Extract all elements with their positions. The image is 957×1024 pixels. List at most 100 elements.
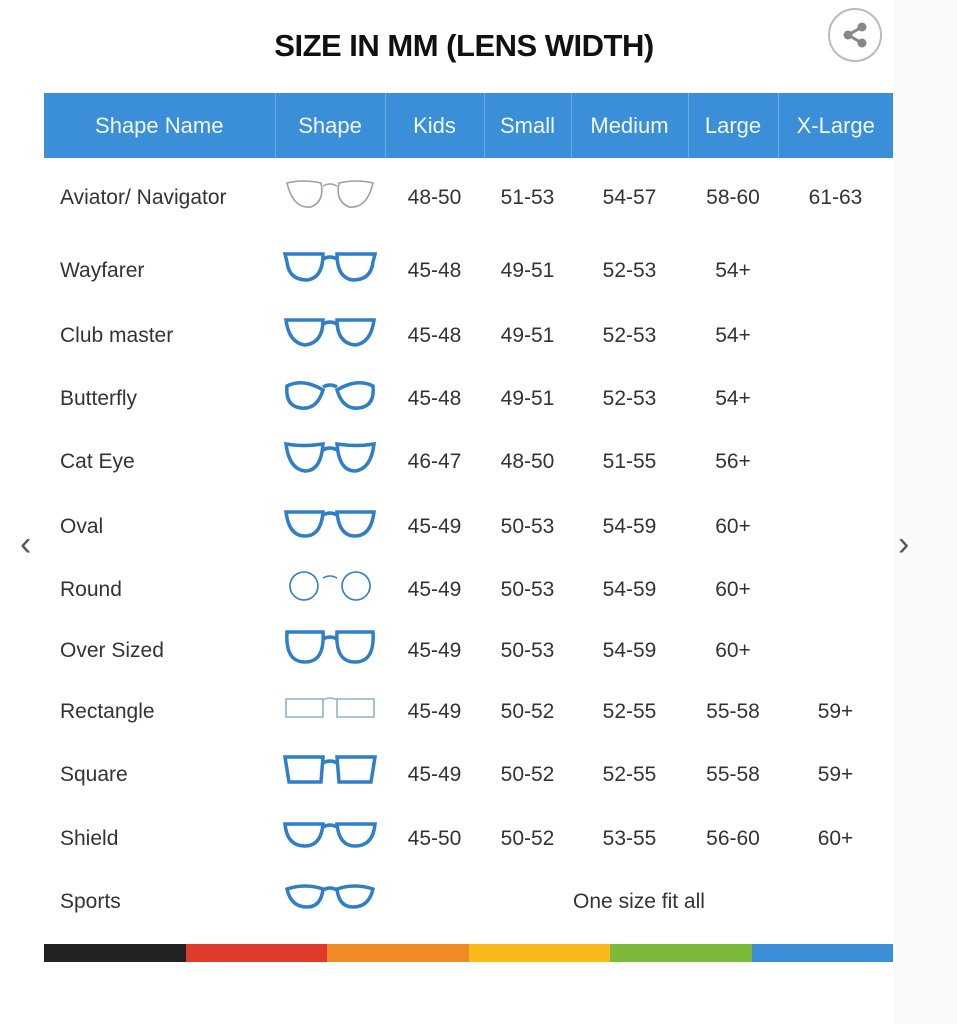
size-cell-large: 56-60 <box>706 827 760 850</box>
size-cell-kids: 45-49 <box>407 638 462 662</box>
color-bar-segment <box>185 944 327 962</box>
size-cell-medium: 53-55 <box>602 827 657 850</box>
table-row: Aviator/ Navigator 48-50 51-53 54-57 58-60 61… <box>44 158 893 238</box>
chevron-right-icon[interactable]: › <box>898 525 910 563</box>
shape-name: Round <box>60 577 122 601</box>
size-cell-medium: 54-59 <box>602 638 657 662</box>
size-cell-medium: 51-55 <box>602 449 657 473</box>
size-cell-medium: 52-55 <box>602 762 657 786</box>
table-row: Square 45-49 50-52 52-55 55-58 59+ <box>44 742 893 807</box>
color-bar-segment <box>610 944 752 962</box>
table-row: Sports One size fit all <box>44 871 893 932</box>
size-cell-x-large: 59+ <box>817 762 854 786</box>
table-row: Cat Eye 46-47 48-50 51-55 56+ <box>44 429 893 494</box>
size-cell-medium: 52-55 <box>602 699 657 723</box>
column-header-small: Small <box>483 93 571 158</box>
shape-cell <box>275 429 385 494</box>
size-cell-small: 49-51 <box>500 323 555 347</box>
size-cell-small: 50-52 <box>500 762 555 786</box>
size-cell-medium: 54-59 <box>602 514 657 538</box>
shape-name: Sports <box>60 889 121 913</box>
clubmaster-glasses-icon <box>284 317 376 347</box>
shape-cell <box>275 238 385 303</box>
shape-name: Over Sized <box>60 638 164 662</box>
size-cell-small: 50-52 <box>500 699 555 723</box>
table-row: Rectangle 45-49 50-52 52-55 55-58 59+ <box>44 681 893 742</box>
size-cell-kids: 45-50 <box>407 827 462 850</box>
table-row: Over Sized 45-49 50-53 54-59 60+ <box>44 620 893 681</box>
oval-glasses-icon <box>284 509 376 538</box>
size-cell-medium: 54-59 <box>602 577 657 601</box>
shape-name: Rectangle <box>60 699 155 723</box>
size-cell-small: 50-52 <box>500 827 555 850</box>
size-cell-small: 50-53 <box>500 638 555 662</box>
column-header-shape-name: Shape Name <box>44 93 275 158</box>
shape-name: Club master <box>60 323 174 347</box>
shape-cell <box>275 620 385 681</box>
size-cell-small: 49-51 <box>500 386 555 410</box>
square-glasses-icon <box>282 754 378 784</box>
size-cell-large: 60+ <box>715 577 751 601</box>
shape-name: Aviator/ Navigator <box>60 186 227 209</box>
size-cell-large: 54+ <box>715 386 751 410</box>
size-cell-small: 48-50 <box>500 449 555 473</box>
table-header: Shape Name Shape Kids Small Medium Large X-Lar… <box>44 93 893 158</box>
shape-cell <box>275 681 385 742</box>
table-row: Club master 45-48 49-51 52-53 54+ <box>44 303 893 368</box>
shape-cell <box>275 158 385 238</box>
shape-cell <box>275 871 385 932</box>
size-cell-x-large <box>778 494 893 559</box>
size-cell-x-large <box>778 303 893 368</box>
shape-name: Square <box>60 762 128 786</box>
color-bar-segment <box>468 944 610 962</box>
chevron-left-icon[interactable]: ‹ <box>20 525 32 563</box>
page-margin <box>893 0 957 1024</box>
size-cell-large: 55-58 <box>706 699 760 723</box>
shape-cell <box>275 742 385 807</box>
size-cell-x-large <box>778 559 893 620</box>
size-table: Shape Name Shape Kids Small Medium Large X-Lar… <box>44 93 893 932</box>
size-span-text: One size fit all <box>573 889 705 913</box>
oversized-glasses-icon <box>285 629 375 664</box>
size-cell-x-large <box>778 368 893 429</box>
shape-name: Shield <box>60 827 119 850</box>
size-cell-kids: 45-48 <box>407 323 462 347</box>
size-cell-small: 50-53 <box>500 577 555 601</box>
size-cell-kids: 45-48 <box>407 258 462 282</box>
color-bar <box>44 944 893 962</box>
size-cell-large: 60+ <box>715 514 751 538</box>
shape-cell <box>275 303 385 368</box>
size-cell-kids: 48-50 <box>407 186 462 209</box>
column-header-x-large: X-Large <box>777 93 893 158</box>
sports-glasses-icon <box>284 883 376 909</box>
size-cell-medium: 54-57 <box>602 186 657 209</box>
shape-cell <box>275 807 385 871</box>
size-cell-kids: 45-49 <box>407 699 462 723</box>
size-cell-small: 51-53 <box>500 186 555 209</box>
color-bar-segment <box>327 944 469 962</box>
cateye-glasses-icon <box>283 441 377 473</box>
column-header-large: Large <box>687 93 778 158</box>
size-cell-small: 50-53 <box>500 514 555 538</box>
share-button[interactable] <box>828 8 882 62</box>
page-title: SIZE IN MM (LENS WIDTH) <box>274 28 654 63</box>
table-row: Round 45-49 50-53 54-59 60+ <box>44 559 893 620</box>
size-cell-kids: 45-49 <box>407 762 462 786</box>
size-cell-large: 58-60 <box>706 186 760 209</box>
size-cell-x-large: 60+ <box>817 827 854 850</box>
size-cell-x-large <box>778 429 893 494</box>
size-cell-x-large: 59+ <box>817 699 854 723</box>
color-bar-segment <box>751 944 893 962</box>
column-header-shape: Shape <box>274 93 385 158</box>
size-cell-kids: 45-49 <box>407 514 462 538</box>
shape-cell <box>275 494 385 559</box>
color-bar-segment <box>44 944 186 962</box>
size-cell-large: 60+ <box>715 638 751 662</box>
size-cell-kids: 45-49 <box>407 577 462 601</box>
table-row: Butterfly 45-48 49-51 52-53 54+ <box>44 368 893 429</box>
size-cell-large: 54+ <box>715 258 751 282</box>
column-header-medium: Medium <box>570 93 688 158</box>
shape-cell <box>275 559 385 620</box>
size-cell-medium: 52-53 <box>602 323 657 347</box>
shape-cell <box>275 368 385 429</box>
